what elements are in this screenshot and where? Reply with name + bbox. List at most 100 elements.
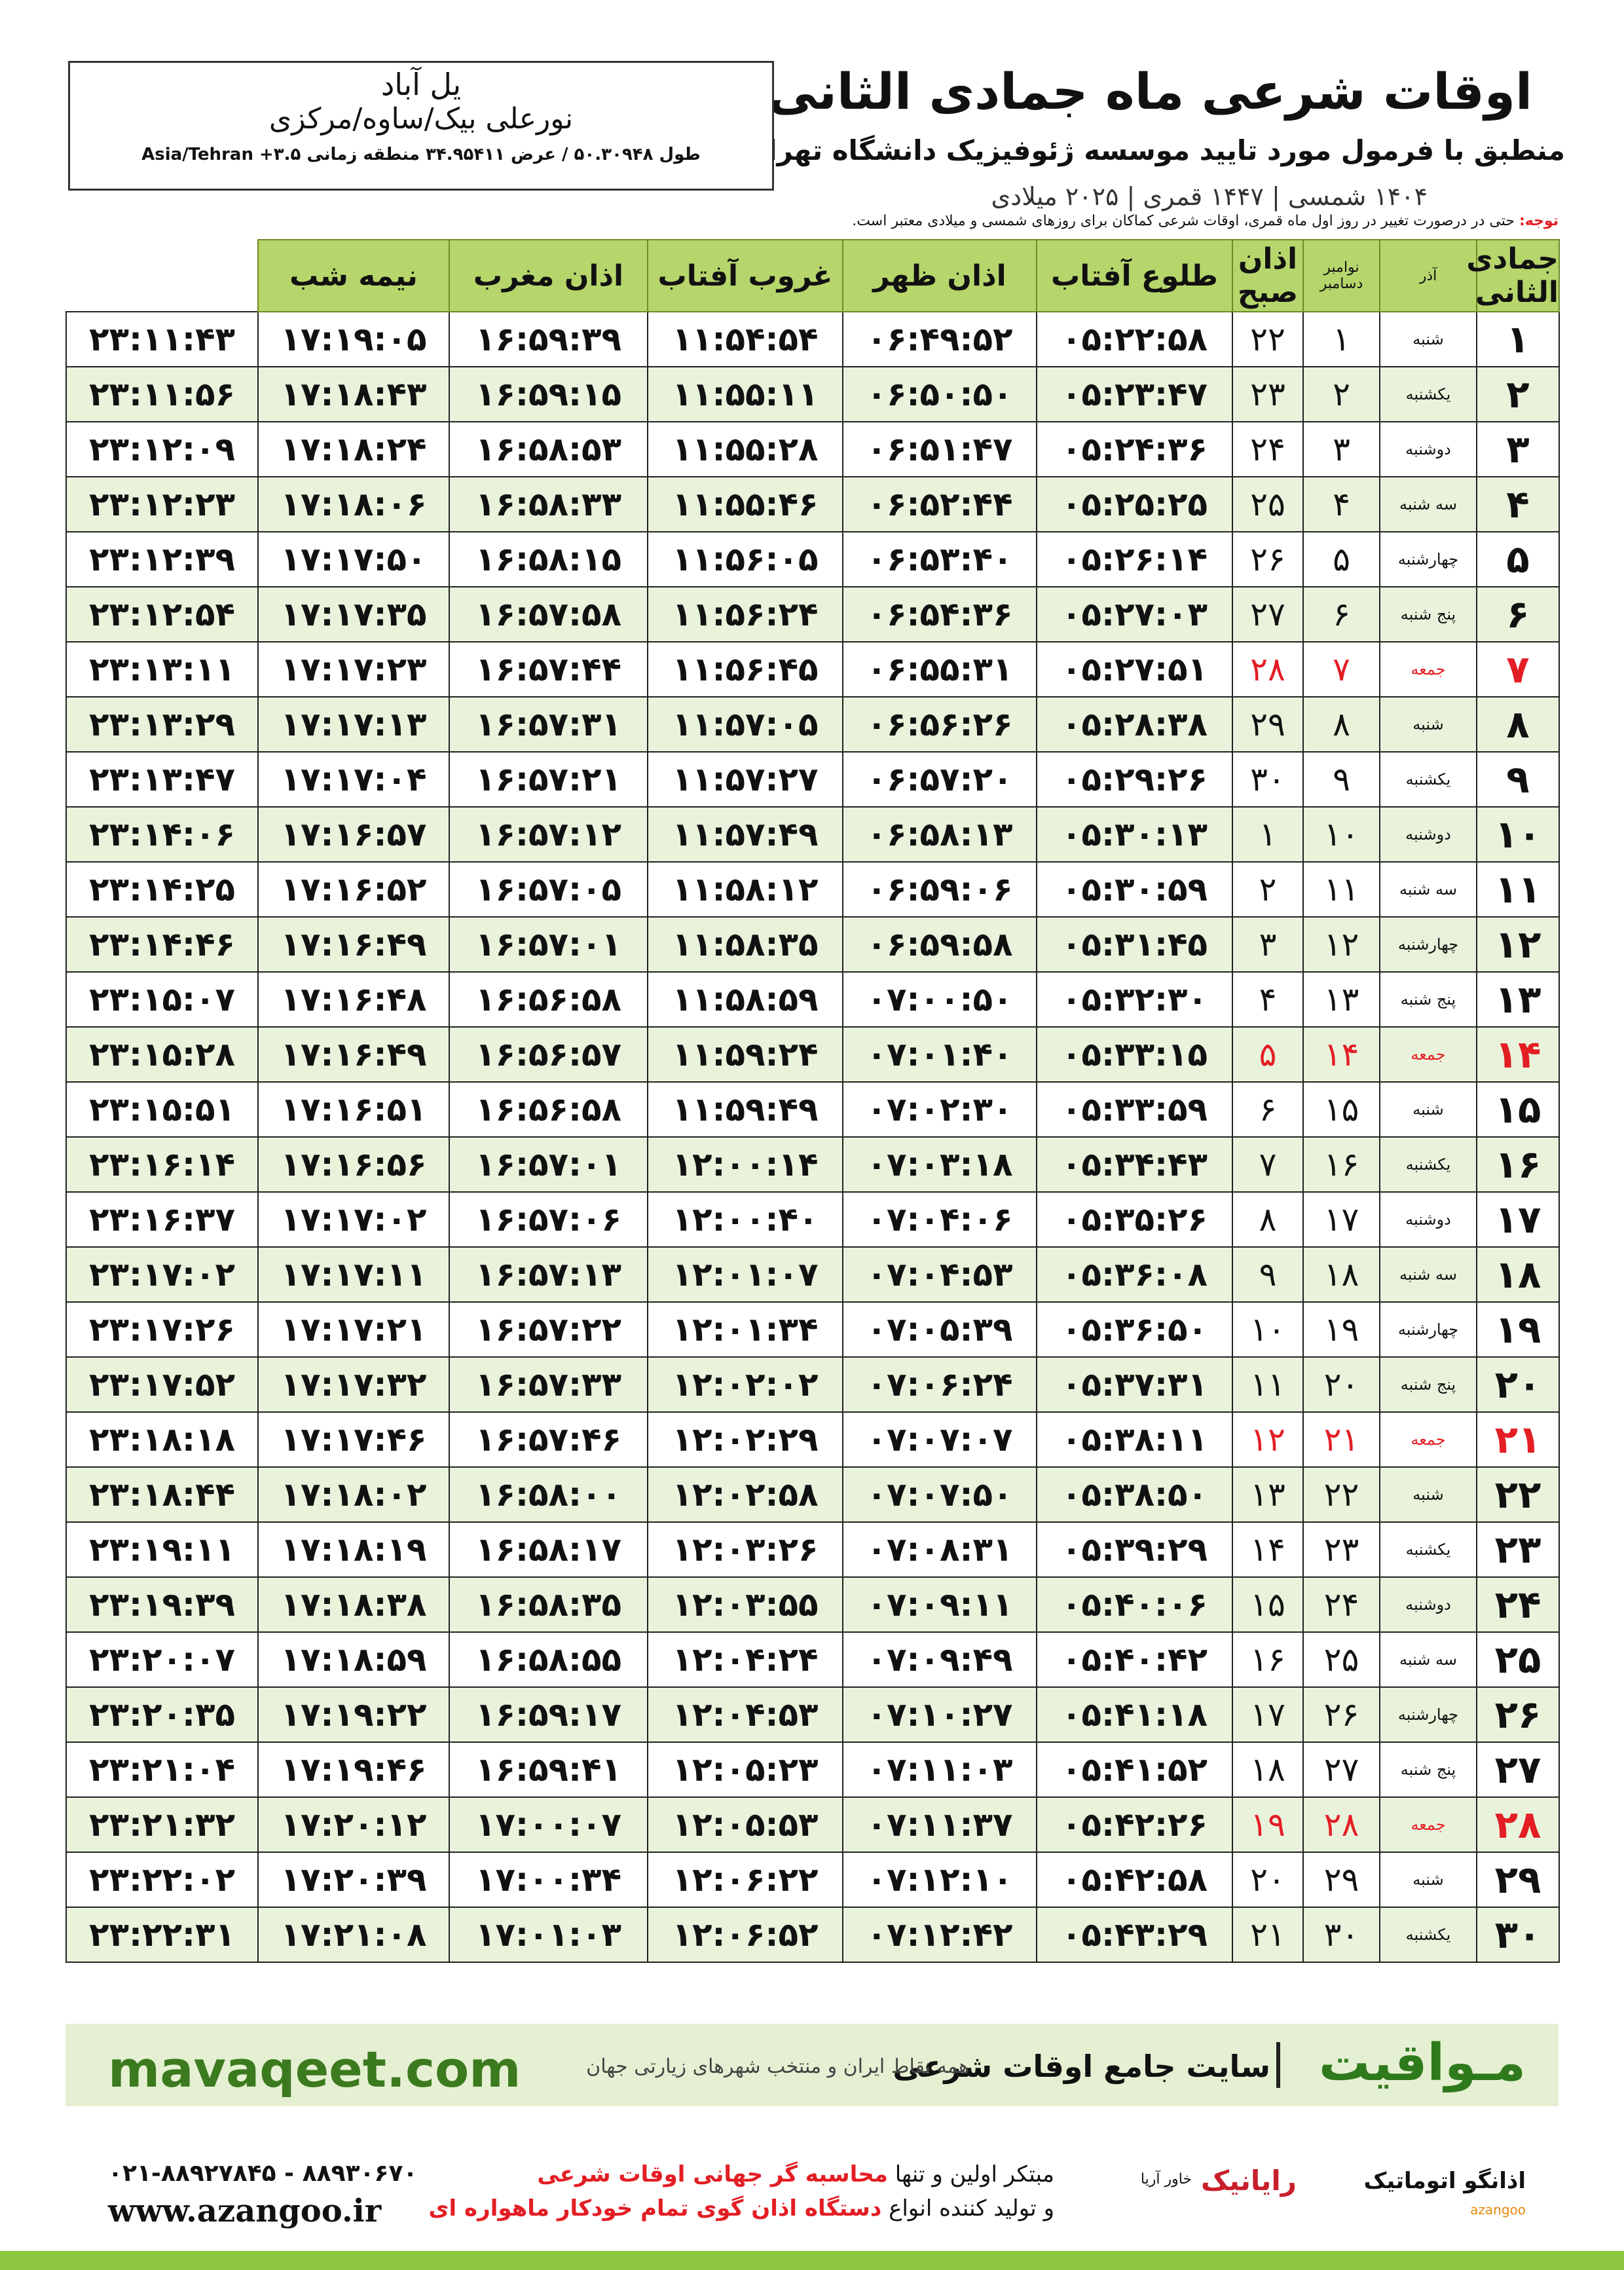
- time-cell: ۰۷:۰۵:۳۹: [842, 1301, 1037, 1358]
- time-cell: ۱۶:۵۷:۳۱: [449, 696, 648, 753]
- column-header: اذان مغرب: [449, 239, 648, 312]
- date-cell: دوشنبه: [1379, 1191, 1477, 1248]
- time-cell: ۱۷:۱۷:۰۴: [257, 751, 450, 808]
- date-cell: ۱۷: [1476, 1191, 1560, 1248]
- table-row: ۲۰ پنج شنبه ۲۰ ۱۱ ۰۵:۳۷:۳۱ ۰۷:۰۶:۲۴ ۱۲:۰۲:۰۲ ۱۶…: [65, 1356, 1560, 1413]
- date-cell: ۲۹: [1302, 1851, 1380, 1908]
- date-cell: ۲۷: [1476, 1741, 1560, 1798]
- time-cell: ۰۷:۱۲:۱۰: [842, 1851, 1037, 1908]
- time-cell: ۰۵:۲۵:۲۵: [1036, 476, 1233, 532]
- time-cell: ۱۷:۱۷:۱۳: [257, 696, 450, 753]
- time-cell: ۰۵:۴۱:۵۲: [1036, 1741, 1233, 1798]
- time-cell: ۱۶:۵۹:۱۵: [449, 366, 648, 422]
- date-cell: ۱۷: [1302, 1191, 1380, 1248]
- slogan: سایت جامع اوقات شرعی: [893, 2049, 1270, 2084]
- bottom-bar: [0, 2251, 1624, 2270]
- date-cell: ۴: [1302, 476, 1380, 532]
- time-cell: ۰۷:۰۸:۳۱: [842, 1521, 1037, 1578]
- date-cell: ۲۳: [1302, 1521, 1380, 1578]
- website[interactable]: www.azangoo.ir: [108, 2193, 382, 2229]
- date-cell: ۱: [1302, 311, 1380, 367]
- time-cell: ۱۷:۲۱:۰۸: [257, 1907, 450, 1963]
- date-cell: ۶: [1232, 1081, 1304, 1138]
- time-cell: ۰۵:۴۲:۲۶: [1036, 1796, 1233, 1853]
- date-cell: ۹: [1302, 751, 1380, 808]
- dates: ۱۴۰۴ شمسی | ۱۴۴۷ قمری | ۲۰۲۵ میلادی: [991, 182, 1428, 211]
- time-cell: ۱۲:۰۴:۵۳: [647, 1686, 843, 1743]
- time-cell: ۲۳:۱۱:۴۳: [65, 311, 259, 367]
- time-cell: ۰۵:۳۷:۳۱: [1036, 1356, 1233, 1413]
- table-row: ۷ جمعه ۷ ۲۸ ۰۵:۲۷:۵۱ ۰۶:۵۵:۳۱ ۱۱:۵۶:۴۵ ۱۶:۵۷:۴۴…: [65, 641, 1560, 698]
- column-header: نوامبر دسامبر: [1302, 239, 1380, 312]
- date-cell: ۱۹: [1476, 1301, 1560, 1358]
- time-cell: ۲۳:۲۲:۳۱: [65, 1907, 259, 1963]
- brand: مـواقیت: [1318, 2034, 1526, 2093]
- date-cell: ۵: [1232, 1026, 1304, 1083]
- date-cell: ۱۵: [1302, 1081, 1380, 1138]
- table-row: ۱۲ چهارشنبه ۱۲ ۳ ۰۵:۳۱:۴۵ ۰۶:۵۹:۵۸ ۱۱:۵۸:۳۵ ۱۶:…: [65, 916, 1560, 973]
- date-cell: ۲۳: [1232, 366, 1304, 422]
- time-cell: ۱۷:۱۷:۱۱: [257, 1246, 450, 1303]
- time-cell: ۲۳:۱۳:۱۱: [65, 641, 259, 698]
- time-cell: ۰۷:۱۰:۲۷: [842, 1686, 1037, 1743]
- time-cell: ۰۵:۳۹:۲۹: [1036, 1521, 1233, 1578]
- time-cell: ۱۱:۵۸:۵۹: [647, 971, 843, 1028]
- table-row: ۲۲ شنبه ۲۲ ۱۳ ۰۵:۳۸:۵۰ ۰۷:۰۷:۵۰ ۱۲:۰۲:۵۸ ۱۶:۵۸:…: [65, 1466, 1560, 1523]
- time-cell: ۱۷:۰۱:۰۳: [449, 1907, 648, 1963]
- banner: [65, 2024, 1559, 2106]
- time-cell: ۱۶:۵۶:۵۷: [449, 1026, 648, 1083]
- date-cell: ۲۴: [1476, 1576, 1560, 1633]
- time-cell: ۲۳:۱۷:۲۶: [65, 1301, 259, 1358]
- time-cell: ۲۳:۱۲:۵۴: [65, 586, 259, 642]
- date-cell: ۴: [1476, 476, 1560, 532]
- table-body: ۱ شنبه ۱ ۲۲ ۰۵:۲۲:۵۸ ۰۶:۴۹:۵۲ ۱۱:۵۴:۵۴ ۱۶:۵۹:۳۹…: [65, 311, 1560, 1963]
- date-cell: ۲۷: [1232, 586, 1304, 642]
- date-cell: ۲۰: [1476, 1356, 1560, 1413]
- date-cell: ۵: [1476, 531, 1560, 587]
- column-header: اذان ظهر: [842, 239, 1037, 312]
- time-cell: ۱۷:۱۸:۰۲: [257, 1466, 450, 1523]
- time-cell: ۱۶:۵۷:۲۱: [449, 751, 648, 808]
- site-url[interactable]: mavaqeet.com: [108, 2040, 521, 2098]
- time-cell: ۰۶:۵۹:۰۶: [842, 861, 1037, 918]
- date-cell: ۲۸: [1476, 1796, 1560, 1853]
- time-cell: ۰۵:۳۶:۵۰: [1036, 1301, 1233, 1358]
- time-cell: ۱۱:۵۸:۱۲: [647, 861, 843, 918]
- date-cell: ۳: [1476, 421, 1560, 477]
- date-cell: ۳۰: [1476, 1907, 1560, 1963]
- time-cell: ۲۳:۱۲:۰۹: [65, 421, 259, 477]
- footer-line: مبتکر اولین و تنها محاسبه گر جهانی اوقات…: [537, 2161, 1054, 2187]
- time-cell: ۰۵:۳۶:۰۸: [1036, 1246, 1233, 1303]
- time-cell: ۱۶:۵۸:۳۳: [449, 476, 648, 532]
- date-cell: ۶: [1302, 586, 1380, 642]
- date-cell: ۲۵: [1476, 1631, 1560, 1688]
- footer-text: مبتکر اولین و تنها: [895, 2161, 1054, 2187]
- date-cell: ۱۳: [1232, 1466, 1304, 1523]
- time-cell: ۱۶:۵۷:۱۲: [449, 806, 648, 863]
- date-cell: ۲۳: [1476, 1521, 1560, 1578]
- time-cell: ۱۲:۰۶:۵۲: [647, 1907, 843, 1963]
- date-cell: ۴: [1232, 971, 1304, 1028]
- time-cell: ۱۲:۰۴:۲۴: [647, 1631, 843, 1688]
- date-cell: ۱۸: [1476, 1246, 1560, 1303]
- time-cell: ۰۷:۰۲:۳۰: [842, 1081, 1037, 1138]
- time-cell: ۲۳:۲۲:۰۲: [65, 1851, 259, 1908]
- time-cell: ۲۳:۱۷:۵۲: [65, 1356, 259, 1413]
- time-cell: ۰۷:۰۹:۱۱: [842, 1576, 1037, 1633]
- time-cell: ۱۷:۲۰:۱۲: [257, 1796, 450, 1853]
- time-cell: ۱۱:۵۸:۳۵: [647, 916, 843, 973]
- date-cell: ۲۴: [1232, 421, 1304, 477]
- column-header: اذان صبح: [1232, 239, 1304, 312]
- date-cell: ۱۱: [1232, 1356, 1304, 1413]
- time-cell: ۱۲:۰۵:۲۳: [647, 1741, 843, 1798]
- date-cell: ۸: [1302, 696, 1380, 753]
- table-row: ۲۹ شنبه ۲۹ ۲۰ ۰۵:۴۲:۵۸ ۰۷:۱۲:۱۰ ۱۲:۰۶:۲۲ ۱۷:۰۰:…: [65, 1851, 1560, 1908]
- time-cell: ۰۷:۰۹:۴۹: [842, 1631, 1037, 1688]
- time-cell: ۱۲:۰۳:۵۵: [647, 1576, 843, 1633]
- time-cell: ۱۶:۵۶:۵۸: [449, 971, 648, 1028]
- time-cell: ۰۶:۵۰:۵۰: [842, 366, 1037, 422]
- time-cell: ۲۳:۱۸:۱۸: [65, 1411, 259, 1468]
- date-cell: ۷: [1476, 641, 1560, 698]
- date-cell: ۲۲: [1302, 1466, 1380, 1523]
